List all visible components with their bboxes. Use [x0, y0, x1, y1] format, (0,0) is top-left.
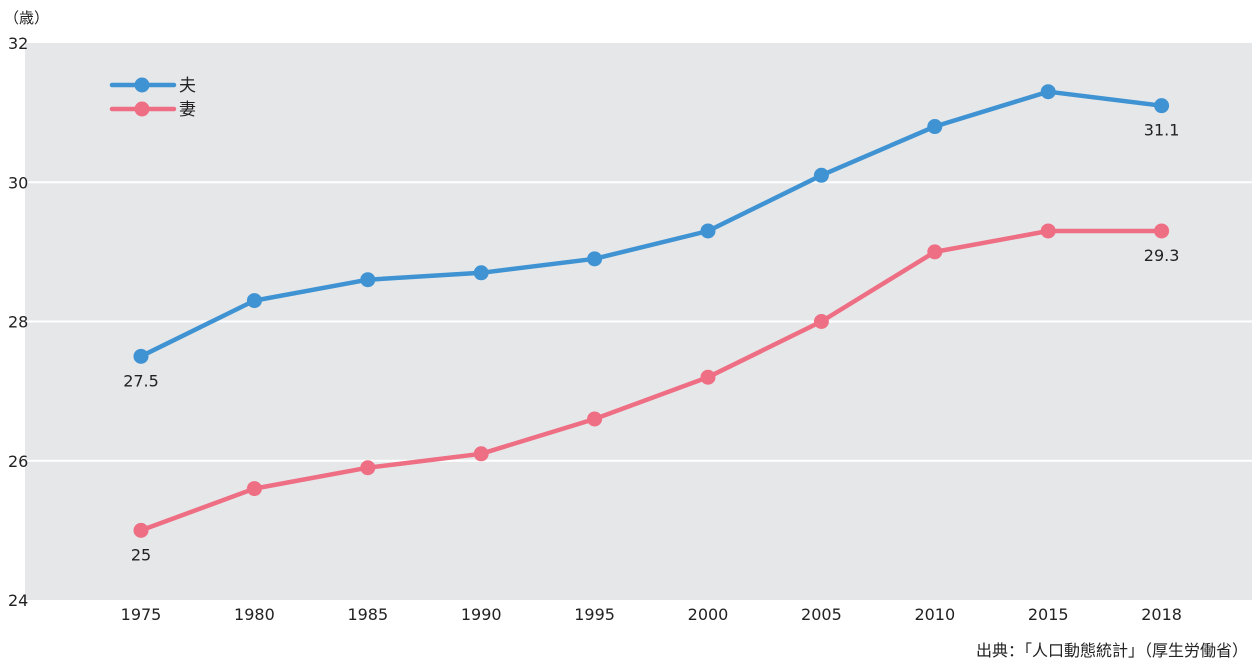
data-label: 29.3 — [1144, 246, 1180, 265]
y-tick-label: 30 — [8, 173, 28, 192]
x-tick-label: 1975 — [121, 605, 162, 624]
x-tick-label: 2015 — [1028, 605, 1069, 624]
x-tick-label: 1985 — [347, 605, 388, 624]
line-chart: （歳） 24 26 28 30 32 1975 1980 1985 1990 1995 2000 2… — [4, 9, 1252, 624]
data-label: 25 — [131, 545, 151, 564]
x-tick-label: 2010 — [914, 605, 955, 624]
data-point — [473, 265, 489, 281]
y-tick-label: 32 — [8, 34, 28, 53]
legend-label: 夫 — [179, 76, 196, 96]
data-point — [587, 411, 603, 427]
series-layer: 27.5 31.1 25 29.3 — [123, 84, 1179, 564]
data-point — [360, 460, 376, 476]
data-point — [1154, 98, 1170, 114]
series-2: 25 29.3 — [131, 223, 1180, 564]
x-axis-ticks: 1975 1980 1985 1990 1995 2000 2005 2010 2015 2018 — [121, 605, 1182, 624]
data-point — [360, 272, 376, 288]
data-point — [927, 119, 943, 135]
source-note: 出典：「人口動態統計」（厚生労働省） — [975, 641, 1248, 660]
x-tick-label: 1990 — [461, 605, 502, 624]
data-point — [1154, 223, 1170, 239]
data-point — [133, 522, 149, 538]
data-point — [246, 481, 262, 497]
series-1: 27.5 31.1 — [123, 84, 1179, 390]
y-tick-label: 24 — [8, 591, 28, 610]
grid-lines — [25, 181, 1252, 462]
legend: 夫妻 — [109, 76, 196, 120]
series-line — [138, 228, 1164, 533]
data-point — [700, 369, 716, 385]
data-point — [927, 244, 943, 260]
legend-item-2: 妻 — [109, 100, 196, 120]
series-line — [138, 89, 1164, 359]
data-point — [700, 223, 716, 239]
x-tick-label: 1980 — [234, 605, 275, 624]
data-point — [473, 446, 489, 462]
y-tick-label: 26 — [8, 452, 28, 471]
x-tick-label: 2000 — [688, 605, 729, 624]
data-label: 31.1 — [1144, 121, 1180, 140]
data-point — [1040, 223, 1056, 239]
data-point — [587, 251, 603, 267]
legend-label: 妻 — [179, 100, 196, 120]
x-tick-label: 2018 — [1141, 605, 1182, 624]
data-point — [133, 348, 149, 364]
y-tick-label: 28 — [8, 313, 28, 332]
legend-swatch-marker — [134, 77, 150, 93]
x-tick-label: 2005 — [801, 605, 842, 624]
legend-swatch-marker — [134, 101, 150, 117]
x-tick-label: 1995 — [574, 605, 615, 624]
data-point — [246, 293, 262, 309]
y-axis-unit: （歳） — [4, 9, 49, 27]
data-point — [1040, 84, 1056, 100]
data-label: 27.5 — [123, 371, 159, 390]
data-point — [813, 314, 829, 329]
legend-item-1: 夫 — [109, 76, 196, 96]
data-point — [813, 167, 829, 183]
y-axis-ticks: 24 26 28 30 32 — [8, 34, 28, 610]
